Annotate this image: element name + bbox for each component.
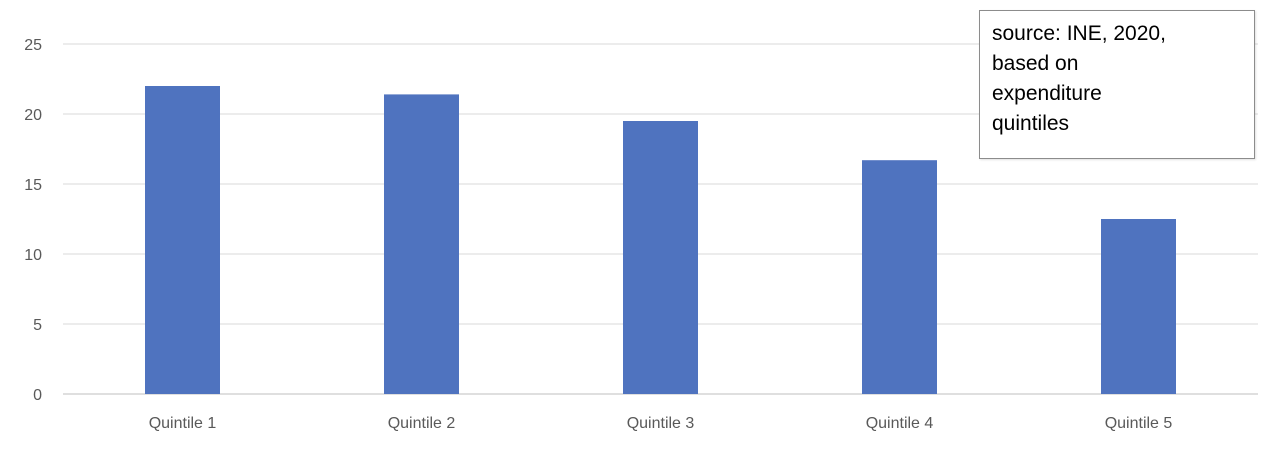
bar-3: [623, 121, 698, 394]
y-tick-label-20: 20: [24, 107, 42, 124]
y-tick-label-0: 0: [33, 387, 42, 404]
x-tick-label-2: Quintile 2: [388, 415, 456, 432]
y-tick-label-25: 25: [24, 37, 42, 54]
x-axis-ticks: Quintile 1 Quintile 2 Quintile 3 Quintile 4…: [149, 415, 1173, 432]
y-axis-ticks: 0 5 10 15 20 25: [24, 37, 42, 404]
x-tick-label-4: Quintile 4: [866, 415, 934, 432]
x-tick-label-5: Quintile 5: [1105, 415, 1173, 432]
bar-4: [862, 160, 937, 394]
bar-5: [1101, 219, 1176, 394]
x-tick-label-3: Quintile 3: [627, 415, 695, 432]
x-tick-label-1: Quintile 1: [149, 415, 217, 432]
y-tick-label-15: 15: [24, 177, 42, 194]
source-annotation-text: source: INE, 2020, based on expenditure …: [992, 22, 1166, 135]
bar-1: [145, 86, 220, 394]
bar-2: [384, 94, 459, 395]
source-annotation-box: source: INE, 2020, based on expenditure …: [979, 10, 1255, 159]
y-tick-label-5: 5: [33, 317, 42, 334]
bars: [145, 86, 1176, 395]
y-tick-label-10: 10: [24, 247, 42, 264]
